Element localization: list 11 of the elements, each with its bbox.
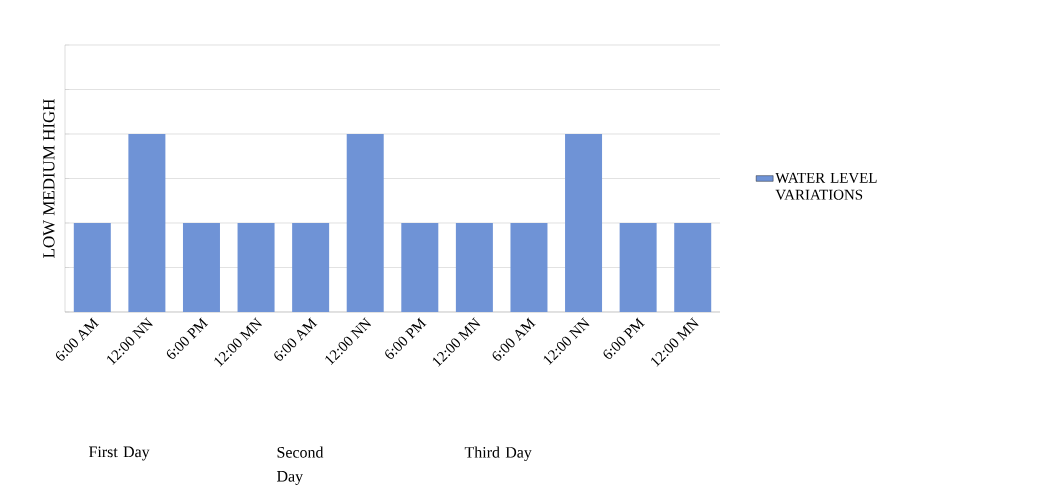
text: Third Day [464, 446, 532, 461]
legend-label: WATER LEVEL VARIATIONS [775, 172, 877, 200]
x-tick-label: 6:00 AM [492, 317, 536, 361]
text: Second Day [276, 446, 324, 485]
x-tick-label: 6:00 PM [603, 317, 645, 359]
x-tick-label: 6:00 PM [166, 317, 209, 359]
y-axis-title: LOW MEDIUM HIGH [43, 99, 55, 258]
text: First Day [88, 446, 150, 461]
x-tick-label: 6:00 PM [385, 317, 427, 359]
x-tick-label: 6:00 AM [274, 317, 318, 361]
x-tick-label: 6:00 AM [55, 317, 99, 361]
